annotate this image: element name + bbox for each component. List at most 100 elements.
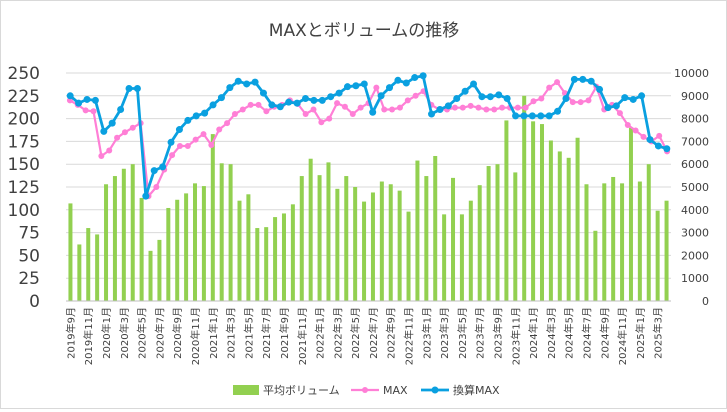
data-point: [546, 84, 553, 91]
y-right-tick-label: 8000: [681, 113, 709, 126]
y-right-tick-label: 1000: [681, 272, 709, 285]
data-point: [486, 93, 494, 101]
bar: [148, 250, 153, 301]
bar: [655, 210, 660, 301]
data-point: [545, 112, 553, 120]
data-point: [150, 167, 158, 175]
data-point: [554, 79, 561, 86]
x-tick-label: 2024年9月: [598, 307, 611, 359]
x-tick-label: 2024年11月: [616, 307, 629, 365]
data-point: [389, 106, 396, 113]
bar: [522, 95, 527, 301]
data-point: [231, 111, 238, 118]
bar: [86, 228, 91, 301]
data-point: [349, 111, 356, 118]
data-point: [208, 142, 215, 149]
bar: [593, 230, 598, 301]
x-tick-label: 2022年5月: [349, 307, 362, 359]
x-tick-label: 2022年11月: [403, 307, 416, 365]
data-point: [453, 95, 461, 103]
y-right-tick-label: 5000: [681, 181, 709, 194]
data-point: [596, 85, 604, 93]
bar: [557, 151, 562, 301]
data-point: [538, 95, 545, 102]
data-point: [100, 127, 108, 135]
data-point: [520, 112, 528, 120]
data-point: [461, 87, 469, 95]
data-point: [585, 97, 592, 104]
bar: [584, 184, 589, 301]
bar: [112, 176, 117, 301]
data-point: [176, 142, 183, 149]
data-point: [201, 109, 209, 117]
bar: [290, 204, 295, 301]
data-point: [133, 85, 141, 93]
bar: [370, 192, 375, 301]
data-point: [640, 133, 647, 140]
bar: [326, 162, 331, 301]
series-line: [69, 74, 668, 198]
x-tick-label: 2020年11月: [189, 307, 202, 365]
x-tick-label: 2024年1月: [527, 307, 540, 359]
bar: [531, 121, 536, 301]
x-tick-label: 2024年5月: [563, 307, 576, 359]
data-point: [268, 101, 276, 109]
bar: [513, 172, 518, 301]
data-point: [90, 108, 97, 115]
x-tick-label: 2020年9月: [171, 307, 184, 359]
y-left-tick-label: 250: [8, 64, 40, 84]
data-point: [251, 78, 259, 86]
data-point: [159, 163, 167, 171]
data-point: [293, 99, 301, 107]
bar: [317, 175, 322, 301]
data-point: [167, 138, 175, 146]
x-tick-label: 2021年5月: [242, 307, 255, 359]
data-point: [83, 95, 91, 103]
data-point: [334, 100, 341, 107]
x-tick-label: 2020年3月: [118, 307, 131, 359]
data-point: [503, 95, 511, 103]
data-point: [318, 96, 326, 104]
data-point: [656, 132, 663, 139]
legend-swatch-bar: [233, 385, 259, 395]
bar: [273, 217, 278, 301]
data-point: [169, 152, 176, 159]
y-left-tick-label: 100: [8, 201, 40, 221]
x-tick-label: 2020年7月: [153, 307, 166, 359]
data-point: [514, 104, 521, 111]
data-point: [125, 85, 133, 93]
bar: [264, 227, 269, 301]
legend-marker: [431, 386, 439, 394]
data-point: [579, 75, 587, 83]
x-tick-label: 2020年1月: [100, 307, 113, 359]
data-point: [302, 111, 309, 118]
data-point: [243, 80, 251, 88]
bar: [611, 176, 616, 301]
bar: [344, 176, 349, 301]
x-tick-label: 2025年1月: [634, 307, 647, 359]
data-point: [301, 95, 309, 103]
data-point: [562, 95, 570, 103]
data-point: [528, 112, 536, 120]
legend-marker: [362, 387, 368, 393]
y-right-tick-label: 4000: [681, 204, 709, 217]
x-tick-label: 2023年3月: [438, 307, 451, 359]
bar: [68, 203, 73, 301]
data-point: [216, 126, 223, 133]
y-right-tick-label: 7000: [681, 135, 709, 148]
bar: [539, 124, 544, 302]
data-point: [247, 101, 254, 108]
bar: [335, 188, 340, 301]
data-point: [357, 104, 364, 111]
data-point: [478, 93, 486, 101]
data-point: [629, 95, 637, 103]
data-point: [184, 142, 191, 149]
data-point: [483, 106, 490, 113]
data-point: [632, 127, 639, 134]
data-point: [530, 98, 537, 105]
data-point: [604, 104, 612, 112]
bar-series: [68, 95, 669, 302]
data-point: [386, 84, 394, 92]
data-point: [373, 84, 380, 91]
